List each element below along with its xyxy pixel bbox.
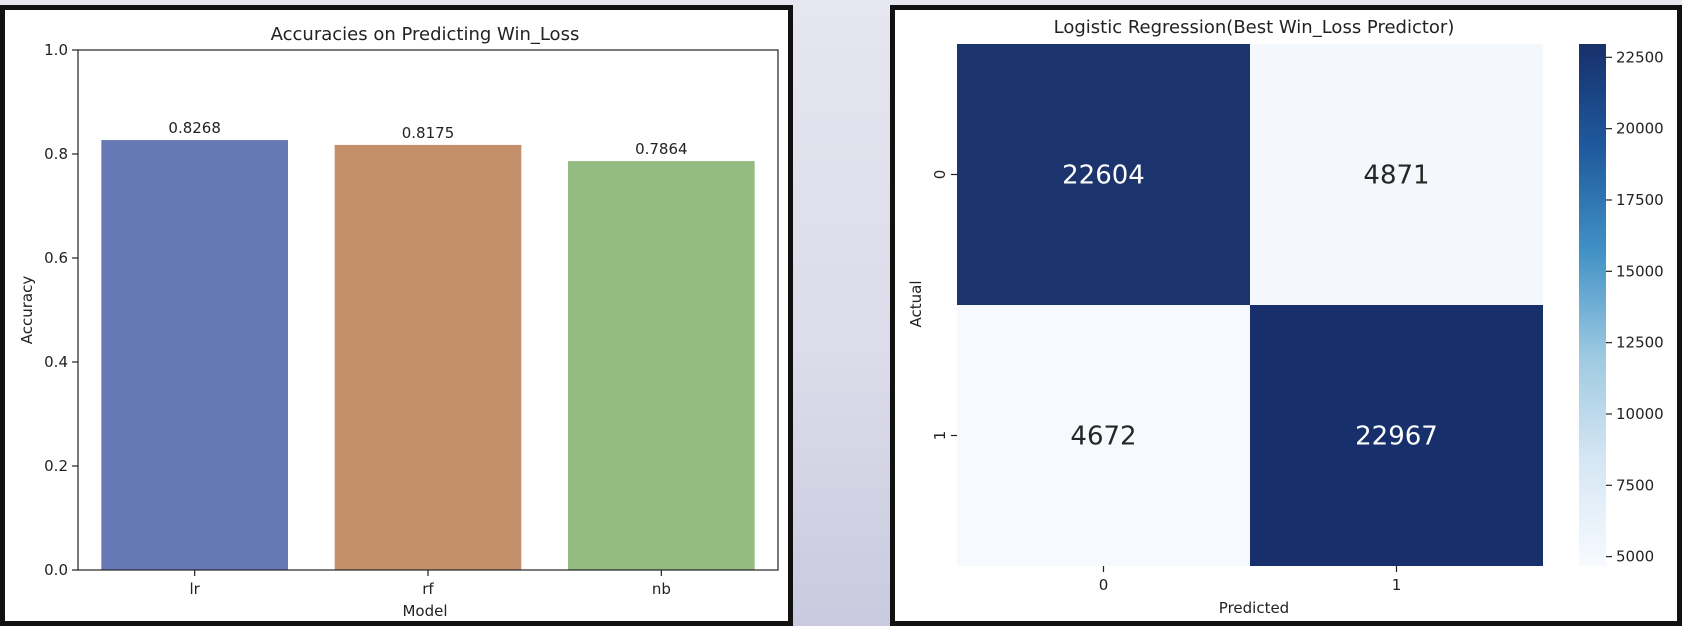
colorbar-tick-label: 5000	[1616, 548, 1654, 566]
y-tick-label: 0.8	[44, 145, 68, 163]
heatmap-title: Logistic Regression(Best Win_Loss Predic…	[1054, 17, 1455, 38]
colorbar-tick-label: 17500	[1616, 191, 1664, 209]
heatmap-cell-label: 4672	[1070, 422, 1136, 452]
heatmap-cell-label: 4871	[1363, 161, 1429, 191]
x-tick-label: 1	[1392, 576, 1402, 594]
bar-chart-title: Accuracies on Predicting Win_Loss	[271, 24, 580, 45]
colorbar	[1579, 44, 1606, 566]
heatmap-ylabel: Actual	[907, 281, 925, 328]
y-tick-label: 1	[931, 431, 949, 441]
colorbar-tick-label: 15000	[1616, 262, 1664, 280]
heatmap-panel: Logistic Regression(Best Win_Loss Predic…	[890, 5, 1682, 626]
x-tick-label: rf	[422, 580, 434, 598]
y-tick-label: 1.0	[44, 41, 68, 59]
colorbar-tick-label: 22500	[1616, 48, 1664, 66]
heatmap-cell	[957, 305, 1250, 566]
x-tick-label: nb	[652, 580, 671, 598]
bar-nb	[568, 161, 755, 570]
colorbar-tick-label: 10000	[1616, 405, 1664, 423]
bar-rf	[334, 144, 522, 570]
bar-value-label: 0.8268	[168, 119, 221, 137]
bar-plot-frame	[77, 49, 779, 571]
heatmap-xlabel: Predicted	[1219, 599, 1289, 617]
y-tick-label: 0.2	[44, 457, 68, 475]
heatmap-cell	[1250, 44, 1543, 305]
x-tick-label: 0	[1099, 576, 1109, 594]
colorbar-tick-label: 12500	[1616, 334, 1664, 352]
colorbar-tick-label: 7500	[1616, 476, 1654, 494]
bar-chart-panel: Accuracies on Predicting Win_Loss Accura…	[0, 5, 793, 626]
bar-chart: Accuracies on Predicting Win_Loss Accura…	[18, 24, 779, 620]
y-tick-label: 0.4	[44, 353, 68, 371]
x-tick-label: lr	[189, 580, 200, 598]
bar-lr	[101, 140, 288, 570]
bar-chart-ylabel: Accuracy	[18, 276, 36, 345]
y-tick-label: 0.0	[44, 561, 68, 579]
heatmap-cell	[1250, 305, 1543, 566]
y-tick-label: 0.6	[44, 249, 68, 267]
y-tick-label: 0	[931, 170, 949, 180]
heatmap-cell-label: 22604	[1062, 161, 1145, 191]
bar-chart-xlabel: Model	[402, 602, 447, 620]
confusion-matrix-heatmap: Logistic Regression(Best Win_Loss Predic…	[907, 17, 1664, 617]
bar-value-label: 0.7864	[635, 140, 688, 158]
colorbar-tick-label: 20000	[1616, 120, 1664, 138]
heatmap-cell-label: 22967	[1355, 422, 1438, 452]
heatmap-cell	[957, 44, 1250, 305]
bar-value-label: 0.8175	[402, 124, 455, 142]
